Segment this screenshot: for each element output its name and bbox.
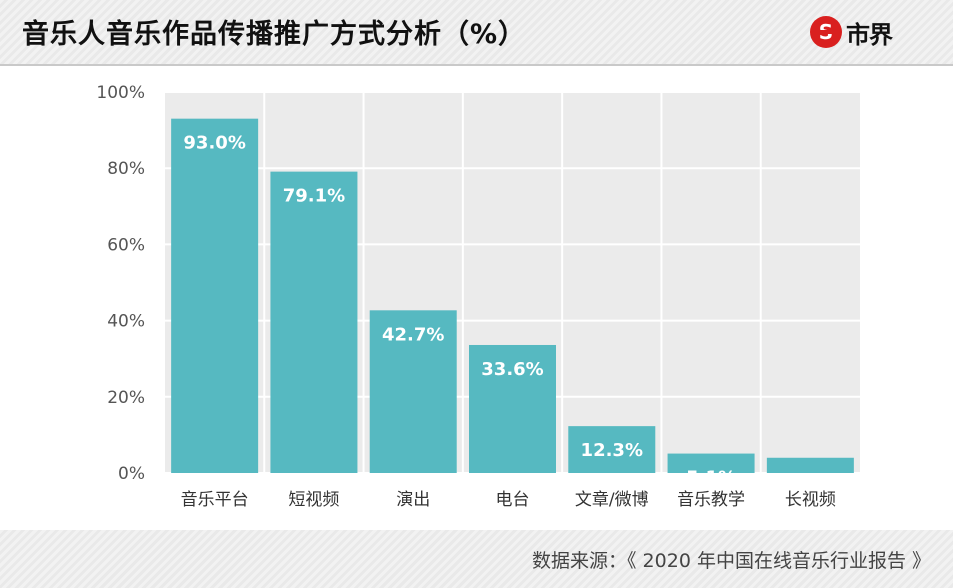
y-tick-label: 0% xyxy=(118,464,145,484)
y-tick-label: 80% xyxy=(107,159,145,179)
bar-5 xyxy=(568,426,656,473)
y-tick-label: 60% xyxy=(107,235,145,255)
data-source: 数据来源：《 2020 年中国在线音乐行业报告 》 xyxy=(532,550,931,572)
bar-value-label: 4.0% xyxy=(785,472,835,493)
bar-1 xyxy=(171,118,259,474)
x-tick-label: 音乐平台 xyxy=(181,490,249,510)
x-tick-label: 电台 xyxy=(496,490,530,510)
x-tick-label: 演出 xyxy=(396,490,430,510)
bar-chart: 93.0% 79.1% 42.7% 33.6% 12.3% 5.1% 4.0% 0% 20% 4… xyxy=(96,83,860,510)
header-banner: 音乐人音乐作品传播推广方式分析（%） S 市界 xyxy=(0,0,953,66)
bar-7 xyxy=(766,457,854,473)
y-tick-label: 20% xyxy=(107,388,145,408)
bar-value-label: 12.3% xyxy=(581,440,643,461)
x-tick-label: 短视频 xyxy=(288,490,339,510)
brand-logo: S 市界 xyxy=(810,14,893,50)
x-tick-label: 长视频 xyxy=(785,490,836,510)
bar-value-label: 5.1% xyxy=(686,468,736,489)
bar-value-label: 33.6% xyxy=(481,359,543,380)
bar-6 xyxy=(667,453,755,473)
bar-value-label: 42.7% xyxy=(382,324,444,345)
bar-value-label: 79.1% xyxy=(283,186,345,207)
footer-banner: 数据来源：《 2020 年中国在线音乐行业报告 》 xyxy=(0,530,953,588)
bar-3 xyxy=(369,310,457,473)
bar-2 xyxy=(270,171,358,473)
y-tick-label: 100% xyxy=(96,83,145,103)
x-tick-label: 文章/微博 xyxy=(575,490,649,510)
brand-s-icon: S xyxy=(810,16,842,48)
bar-4 xyxy=(469,344,556,473)
x-tick-label: 音乐教学 xyxy=(677,490,745,510)
bar-value-label: 93.0% xyxy=(183,133,245,154)
brand-name: 市界 xyxy=(846,20,893,49)
chart-title: 音乐人音乐作品传播推广方式分析（%） xyxy=(22,19,527,50)
y-tick-label: 40% xyxy=(107,312,145,332)
